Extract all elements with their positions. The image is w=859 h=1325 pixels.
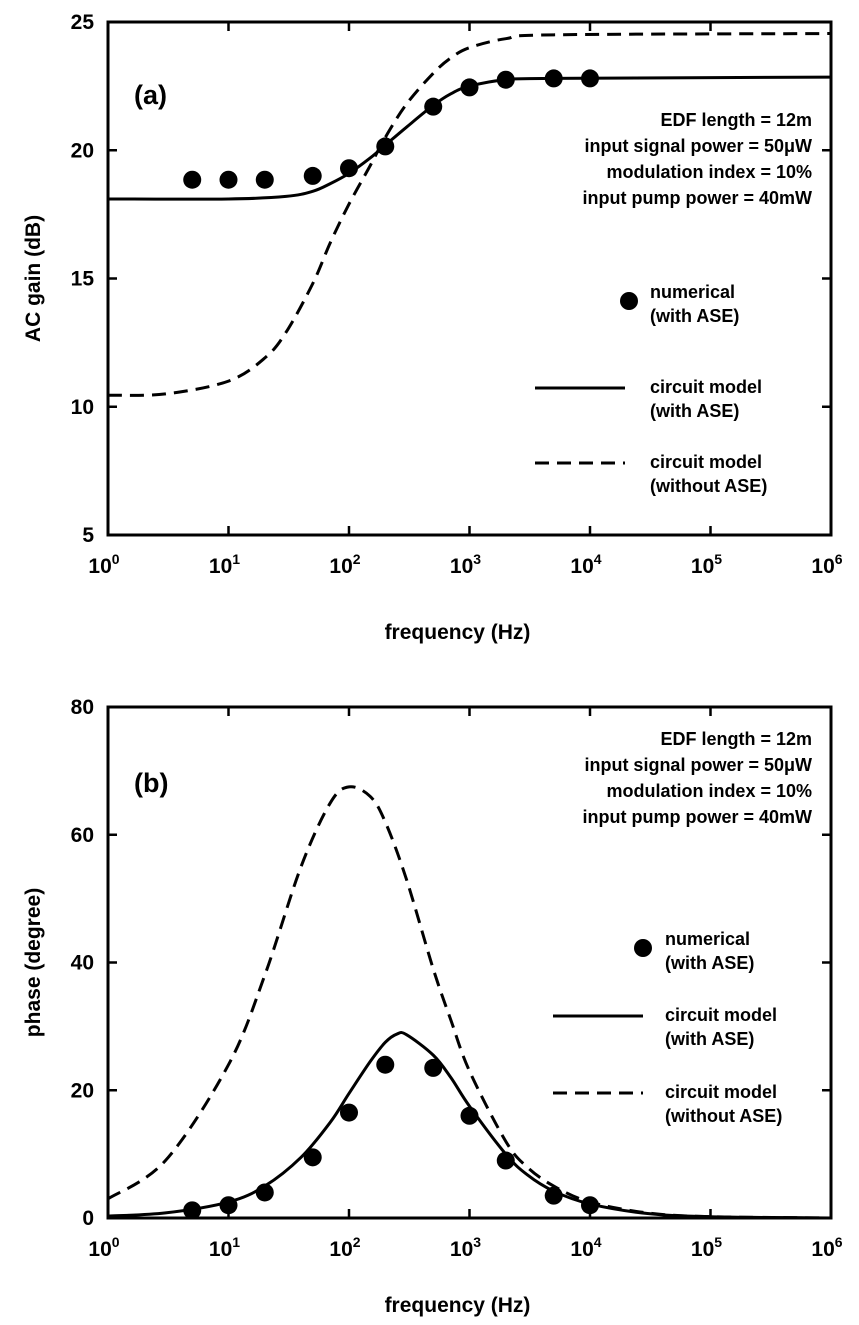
x-tick-label: 103 [450,551,481,578]
legend-marker [634,939,652,957]
y-tick-label: 60 [71,824,94,847]
legend-label: (with ASE) [650,306,739,326]
data-point [496,1151,515,1170]
chart-panel: 100 101 102 103 104 105 106 0 20 40 60 80 frequency … [22,696,843,1317]
y-tick-label: 20 [71,1079,94,1102]
annotation-line: input pump power = 40mW [582,188,812,208]
legend-label: circuit model [665,1005,777,1025]
data-point [340,1103,358,1122]
x-tick-label: 101 [209,551,240,578]
legend-label: (with ASE) [650,401,739,421]
data-point [183,170,202,189]
legend-label: (without ASE) [665,1106,782,1126]
x-tick-label: 102 [329,551,360,578]
panel-label: (a) [134,80,167,110]
data-point [219,170,238,189]
y-tick-label: 80 [71,696,94,719]
annotation-line: EDF length = 12m [660,729,812,749]
annotation-line: input signal power = 50μW [584,136,812,156]
x-axis-title: frequency (Hz) [385,1294,531,1317]
data-point [255,170,274,189]
legend-label: numerical [665,929,750,949]
x-tick-label: 105 [691,551,722,578]
series-line-dashed [108,32,831,397]
x-tick-label: 104 [570,1234,601,1261]
data-point [303,166,322,185]
panel-label: (b) [134,768,168,798]
y-tick-label: 25 [71,11,95,34]
y-tick-label: 10 [71,396,94,419]
data-point [424,1058,443,1077]
data-point [376,1055,395,1074]
x-tick-label: 103 [450,1234,481,1261]
series-line-solid [108,75,831,201]
annotation-line: EDF length = 12m [660,110,812,130]
y-tick-label: 20 [71,139,94,162]
x-axis-title: frequency (Hz) [385,621,531,644]
legend-label: circuit model [665,1082,777,1102]
x-tick-label: 106 [811,1234,842,1261]
legend-label: (without ASE) [650,476,767,496]
x-tick-label: 100 [88,551,119,578]
y-tick-label: 0 [82,1207,94,1230]
legend-label: (with ASE) [665,953,754,973]
x-tick-label: 101 [209,1234,240,1261]
data-point [303,1148,322,1167]
x-tick-label: 104 [570,551,601,578]
annotation-line: modulation index = 10% [606,162,812,182]
annotation-line: modulation index = 10% [606,781,812,801]
legend-marker [620,292,638,310]
x-tick-label: 106 [811,551,842,578]
x-tick-label: 100 [88,1234,119,1261]
y-tick-label: 40 [71,952,94,975]
annotation-line: input pump power = 40mW [582,807,812,827]
data-point [340,159,358,178]
legend-label: circuit model [650,452,762,472]
annotation-line: input signal power = 50μW [584,755,812,775]
y-tick-label: 15 [71,268,95,291]
x-tick-label: 105 [691,1234,722,1261]
legend-label: numerical [650,282,735,302]
y-axis-title: AC gain (dB) [22,215,45,342]
x-tick-label: 102 [329,1234,360,1261]
legend-label: (with ASE) [665,1029,754,1049]
series-line-solid [108,1031,831,1218]
chart-panel: 100 101 102 103 104 105 106 5 10 15 20 25 frequency … [22,11,843,644]
series-line-dashed [108,785,831,1218]
y-tick-label: 5 [82,524,94,547]
data-point [544,1186,563,1205]
y-axis-title: phase (degree) [22,888,45,1037]
legend-label: circuit model [650,377,762,397]
